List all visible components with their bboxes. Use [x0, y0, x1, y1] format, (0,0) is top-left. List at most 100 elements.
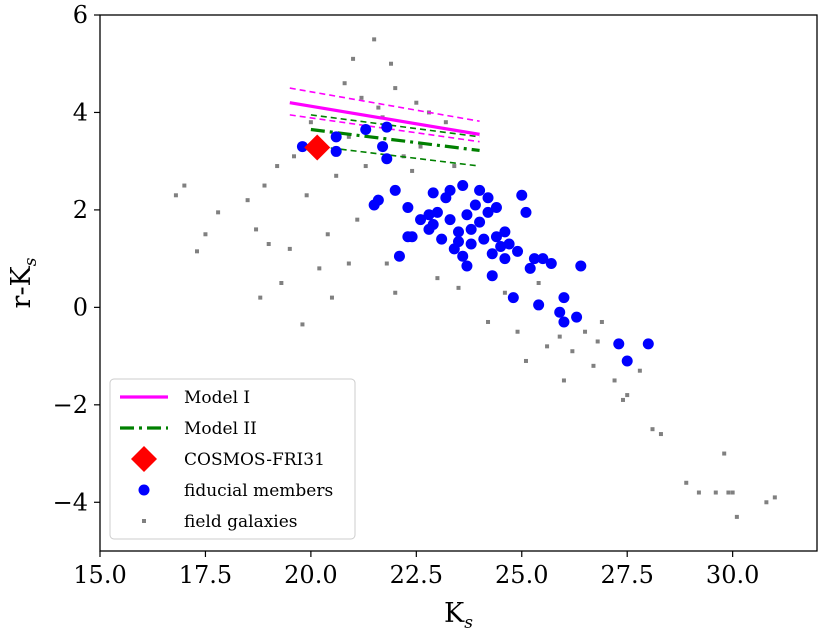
legend-item: field galaxies	[142, 512, 298, 532]
legend-label: COSMOS-FRI31	[184, 450, 325, 470]
fiducial-member-point	[457, 180, 469, 192]
field-galaxy-point	[414, 100, 419, 105]
field-galaxy-point	[287, 246, 292, 251]
field-galaxy-point	[216, 210, 221, 215]
fiducial-member-point	[545, 258, 557, 270]
field-galaxy-point	[515, 329, 520, 334]
field-galaxy-point	[523, 358, 528, 363]
fiducial-member-point	[360, 124, 372, 136]
fiducial-member-point	[427, 187, 439, 199]
fiducial-member-point	[457, 250, 469, 262]
field-galaxy-point	[355, 217, 360, 222]
field-galaxy-point	[730, 490, 735, 495]
field-galaxy-point	[595, 339, 600, 344]
field-galaxy-point	[625, 393, 630, 398]
model-line	[289, 87, 480, 123]
fiducial-member-point	[490, 231, 502, 243]
field-galaxy-point	[329, 295, 334, 300]
fiducial-member-point	[372, 194, 384, 206]
field-galaxy-point	[452, 164, 457, 169]
fiducial-member-point	[558, 316, 570, 328]
fiducial-member-point	[558, 292, 570, 304]
fiducial-member-point	[533, 299, 545, 311]
legend-item: Model I	[120, 388, 250, 408]
fiducial-member-point	[389, 184, 401, 196]
fiducial-member-point	[406, 231, 418, 243]
model-line	[289, 101, 480, 136]
field-galaxy-point	[384, 261, 389, 266]
fiducial-member-point	[554, 306, 566, 318]
field-galaxy-point	[266, 242, 271, 247]
fiducial-member-point	[537, 253, 549, 265]
field-galaxy-point	[292, 154, 297, 159]
legend-item: COSMOS-FRI31	[131, 446, 325, 472]
y-tick-label: 6	[73, 1, 88, 29]
field-galaxy-point	[684, 480, 689, 485]
field-galaxy-point	[696, 490, 701, 495]
field-galaxy-point	[726, 490, 731, 495]
field-galaxy-point	[620, 397, 625, 402]
fiducial-member-point	[499, 226, 511, 238]
fiducial-member-point	[465, 238, 477, 250]
y-tick-label: 2	[73, 196, 88, 224]
fiducial-member-point	[613, 338, 625, 350]
field-galaxy-point	[536, 281, 541, 285]
field-galaxy-point	[317, 266, 322, 271]
field-galaxy-point	[254, 227, 259, 232]
fiducial-member-point	[486, 270, 498, 282]
field-galaxy-point	[346, 261, 351, 266]
y-tick-label: 4	[73, 98, 88, 126]
ticks-layer: 15.0 17.5 20.0 22.5 25.0 27.5 30.0 −4 −2 0 2 4 6	[53, 1, 760, 589]
legend-label: Model I	[184, 388, 250, 408]
y-axis-label: r-Ks	[6, 257, 41, 308]
fiducial-member-point	[507, 292, 519, 304]
field-galaxy-point	[722, 451, 727, 456]
x-axis-label: Ks	[444, 598, 473, 630]
legend-box	[109, 378, 356, 540]
model-line	[310, 114, 480, 138]
fiducial-member-point	[402, 201, 414, 213]
fiducial-member-point	[444, 184, 456, 196]
fiducial-member-point	[381, 121, 393, 133]
legend-label: fiducial members	[184, 481, 333, 501]
x-tick-label: 27.5	[600, 561, 653, 589]
x-tick-label: 15.0	[73, 561, 126, 589]
fiducial-member-point	[478, 233, 490, 245]
fiducial-member-point	[431, 206, 443, 218]
fiducial-member-point	[495, 240, 507, 252]
field-galaxy-point	[658, 432, 663, 437]
fiducial-member-point	[436, 233, 448, 245]
legend-swatch	[131, 446, 157, 472]
field-galaxy-point	[561, 378, 566, 383]
fiducial-member-point	[499, 253, 511, 265]
field-galaxy-point	[304, 193, 309, 198]
fiducial-member-point	[444, 214, 456, 226]
fiducial-member-point	[296, 141, 308, 153]
fiducial-member-point	[482, 192, 494, 204]
fiducial-member-point	[330, 131, 342, 143]
field-galaxy-point	[359, 95, 364, 100]
field-galaxy-point	[334, 173, 339, 178]
field-galaxy-point	[308, 120, 313, 125]
fiducial-member-point	[453, 226, 464, 238]
fiducial-member-point	[486, 248, 498, 260]
fiducial-member-point	[377, 141, 389, 153]
field-galaxy-point	[351, 56, 356, 61]
field-galaxy-point	[502, 290, 507, 295]
field-galaxy-point	[376, 105, 381, 110]
fiducial-member-point	[524, 262, 536, 274]
field-galaxy-point	[599, 319, 604, 324]
fiducial-member-point	[575, 260, 587, 272]
field-galaxy-point	[275, 164, 280, 169]
fiducial-member-point	[461, 209, 473, 221]
field-galaxy-point	[583, 329, 588, 334]
legend-label: Model II	[184, 419, 257, 439]
field-galaxy-point	[443, 120, 448, 125]
field-galaxy-point	[591, 363, 596, 368]
field-galaxy-point	[764, 500, 769, 505]
field-galaxy-point	[410, 168, 415, 173]
field-galaxy-point	[346, 134, 351, 139]
fiducial-member-point	[465, 223, 477, 235]
fiducial-member-point	[393, 250, 405, 262]
axes-frame	[99, 14, 818, 552]
